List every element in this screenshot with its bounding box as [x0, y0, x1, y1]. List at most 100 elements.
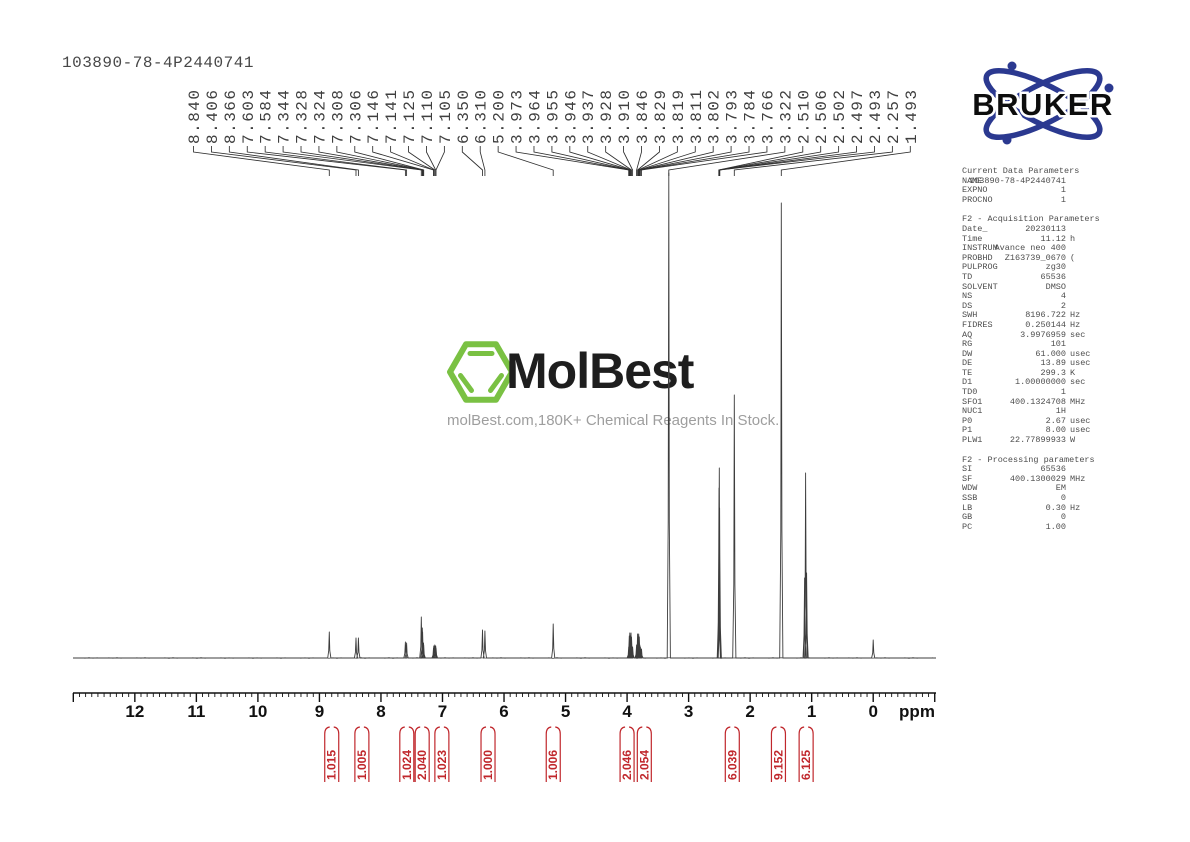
param-unit: h — [1070, 233, 1076, 244]
integral-bracket — [480, 726, 487, 782]
peak-label-connector — [605, 146, 632, 176]
integral-bracket — [555, 726, 561, 782]
integral-bracket — [808, 726, 814, 782]
integral-bracket — [354, 726, 360, 782]
param-value: 22.77899933 — [1009, 435, 1066, 446]
peak-label: 2.497 — [849, 88, 867, 144]
param-key: NS — [962, 291, 973, 302]
peak-label-connector — [637, 146, 660, 176]
param-unit: ( — [1070, 252, 1076, 263]
peak-label: 3.811 — [688, 88, 706, 144]
param-key: D1 — [962, 377, 973, 388]
param-key: PROCNO — [962, 194, 993, 205]
peak-labels: 8.840 8.406 8.366 7.603 7.584 7.344 7.328 7.324… — [186, 88, 921, 176]
param-row: Time 11.12 h — [962, 233, 1132, 245]
param-key: SOLVENT — [962, 281, 998, 292]
peak-label: 3.946 — [562, 88, 580, 144]
peak-label: 7.146 — [365, 88, 383, 144]
peak-label-connector — [497, 146, 554, 176]
peak-label: 1.493 — [903, 88, 921, 144]
integral-value: 9.152 — [771, 750, 785, 780]
bruker-logo: BRUKER — [970, 61, 1115, 145]
param-value: 0 — [1060, 512, 1066, 523]
param-row: RG 101 — [962, 339, 1132, 350]
integral-bracket — [724, 726, 731, 782]
param-value: 1 — [1060, 387, 1066, 398]
param-key: DW — [962, 348, 973, 359]
param-value: 400.1324708 — [1009, 396, 1066, 407]
param-value: 8196.722 — [1025, 310, 1066, 321]
integral-bracket — [798, 726, 805, 782]
param-unit: sec — [1070, 329, 1086, 340]
param-key: INSTRUM — [962, 243, 998, 254]
x-tick-label: 3 — [684, 702, 693, 721]
peak-label: 7.584 — [258, 88, 276, 144]
sample-id-title: 103890-78-4P2440741 — [62, 54, 254, 72]
param-key: TD0 — [962, 387, 978, 398]
param-value: 1.00 — [1045, 521, 1066, 532]
x-tick-label: 12 — [125, 702, 144, 721]
param-value: 8.00 — [1045, 425, 1066, 436]
x-tick-label: 6 — [499, 702, 508, 721]
param-row: SF 400.1300029 MHz — [962, 473, 1132, 485]
integral-bracket — [324, 726, 330, 782]
x-tick-label: 8 — [376, 702, 385, 721]
peak-label-connector — [435, 146, 445, 176]
param-row: PROCNO 1 — [962, 194, 1132, 206]
x-tick-label: 5 — [561, 702, 570, 721]
integral-bracket — [646, 726, 652, 782]
param-key: SWH — [962, 310, 978, 321]
molbest-brand-text: MolBest — [506, 343, 694, 399]
param-value: Avance neo 400 — [994, 243, 1066, 254]
x-tick-label: 7 — [438, 702, 447, 721]
param-section: F2 - Acquisition Parameters Date_ 20230113… — [962, 215, 1132, 445]
param-section: Current Data Parameters NAME 103890-78-4P2… — [962, 166, 1132, 206]
peak-label-connector — [461, 146, 483, 176]
param-row: WDW EM — [962, 484, 1132, 494]
param-value: 11.12 — [1040, 233, 1066, 244]
param-row: P1 8.00 usec — [962, 426, 1132, 436]
param-row: PULPROG zg30 — [962, 263, 1132, 273]
param-key: DE — [962, 358, 973, 369]
param-row: FIDRES 0.250144 Hz — [962, 319, 1132, 331]
peak-label: 2.502 — [831, 88, 849, 144]
param-row: PROBHD Z163739_0670 ( — [962, 252, 1132, 264]
peak-label-connector — [533, 146, 630, 176]
peak-label: 3.955 — [544, 88, 562, 144]
peak-label-connector — [668, 146, 786, 176]
integral-bracket — [443, 726, 450, 782]
integral-bracket — [628, 726, 635, 782]
param-value: 3.9976959 — [1020, 329, 1066, 340]
peak-label: 3.937 — [580, 88, 598, 144]
peak-label-connector — [638, 146, 714, 176]
param-value: 2.67 — [1045, 415, 1066, 426]
peak-label-connector — [551, 146, 631, 176]
param-section: F2 - Processing parameters SI 65536 SF 400.1… — [962, 455, 1132, 533]
integral-bracket — [434, 726, 440, 782]
peak-label-connector — [719, 146, 875, 176]
param-value: 101 — [1050, 339, 1066, 350]
param-unit: W — [1070, 435, 1076, 446]
param-unit: usec — [1070, 425, 1091, 436]
param-key: AQ — [962, 329, 973, 340]
param-unit: MHz — [1070, 473, 1086, 484]
param-key: WDW — [962, 483, 978, 494]
param-key: SI — [962, 464, 973, 475]
peak-label-connector — [426, 146, 437, 176]
integral-value: 1.006 — [546, 750, 560, 780]
param-row: SI 65536 — [962, 465, 1132, 475]
param-unit: Hz — [1070, 319, 1081, 330]
peak-label: 8.840 — [186, 88, 204, 144]
param-row: DS 2 — [962, 301, 1132, 312]
peak-label: 2.493 — [867, 88, 885, 144]
param-unit: K — [1070, 367, 1076, 378]
integral-bracket — [636, 726, 643, 782]
x-axis-unit-label: ppm — [899, 702, 935, 721]
param-unit: Hz — [1070, 502, 1081, 513]
param-unit: MHz — [1070, 396, 1086, 407]
param-key: TE — [962, 367, 973, 378]
peak-label-connector — [587, 146, 632, 176]
bruker-brand-text: BRUKER — [972, 87, 1114, 122]
param-key: LB — [962, 502, 973, 513]
param-value: 65536 — [1040, 464, 1066, 475]
